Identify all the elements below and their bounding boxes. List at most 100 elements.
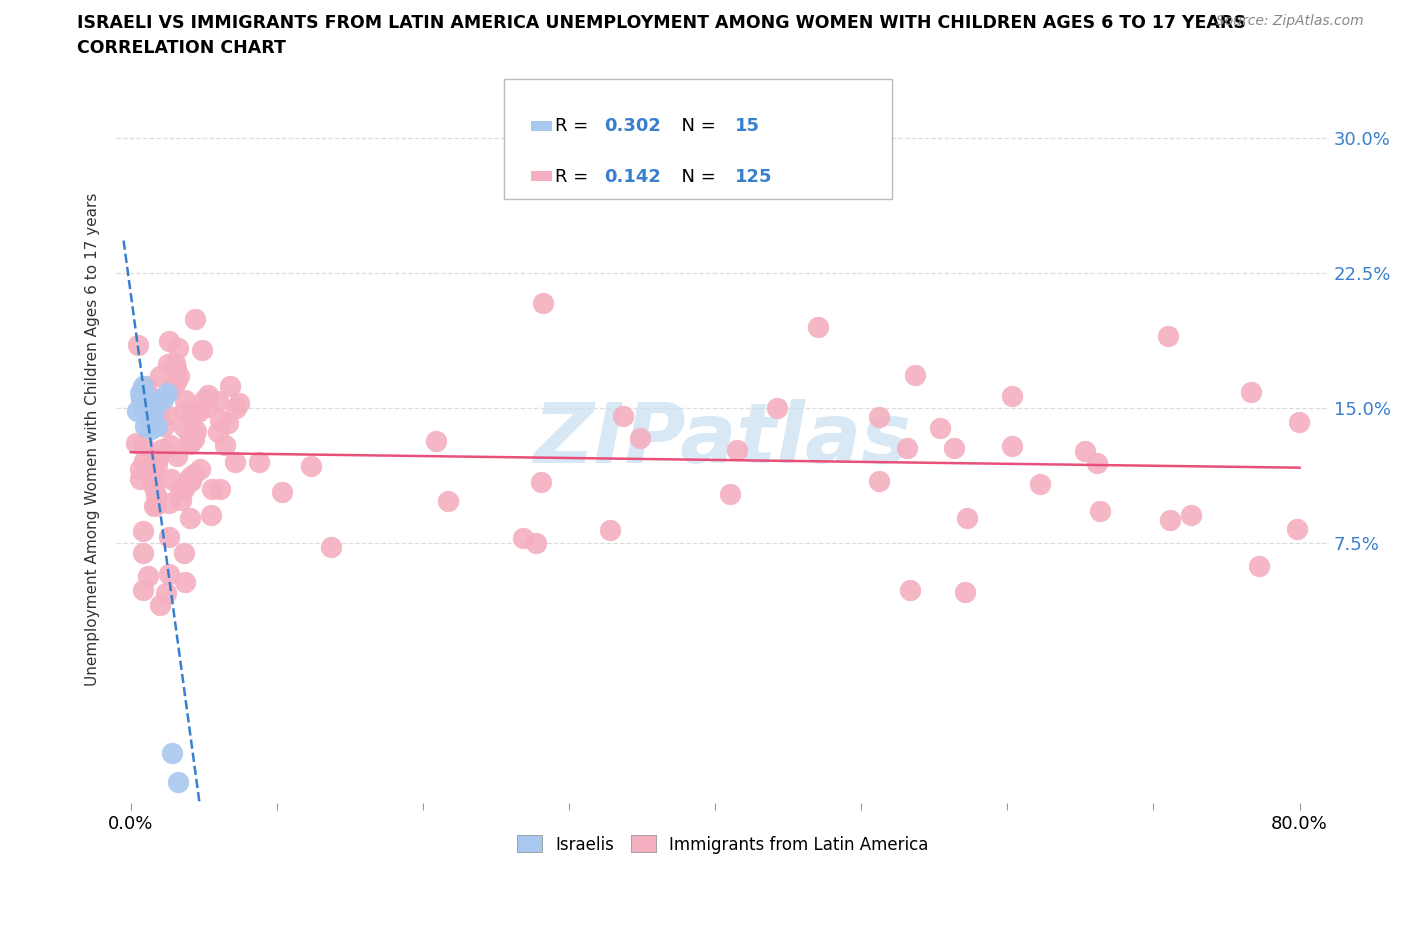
Point bbox=[132, 524, 155, 538]
Point bbox=[247, 455, 270, 470]
Text: 125: 125 bbox=[735, 167, 772, 186]
Point bbox=[898, 583, 921, 598]
Point bbox=[1288, 415, 1310, 430]
Point bbox=[134, 418, 156, 433]
Point bbox=[138, 462, 160, 477]
Point bbox=[943, 440, 966, 455]
Point bbox=[131, 379, 153, 393]
Point bbox=[531, 295, 554, 310]
Point bbox=[183, 432, 205, 446]
Point bbox=[174, 575, 197, 590]
Point bbox=[1074, 444, 1097, 458]
Point bbox=[157, 356, 180, 371]
Point bbox=[225, 401, 247, 416]
Point bbox=[153, 418, 176, 433]
Point bbox=[207, 424, 229, 439]
Y-axis label: Unemployment Among Women with Children Ages 6 to 17 years: Unemployment Among Women with Children A… bbox=[86, 193, 100, 686]
Point bbox=[145, 487, 167, 502]
Point bbox=[174, 392, 197, 407]
Text: R =: R = bbox=[555, 117, 595, 135]
Point bbox=[200, 508, 222, 523]
Point bbox=[145, 458, 167, 472]
Point bbox=[132, 401, 155, 416]
Point bbox=[191, 343, 214, 358]
Point bbox=[163, 355, 186, 370]
Point bbox=[1159, 512, 1181, 527]
Point bbox=[187, 405, 209, 419]
Point bbox=[160, 745, 183, 760]
Point bbox=[167, 340, 190, 355]
Point bbox=[139, 392, 162, 406]
Text: CORRELATION CHART: CORRELATION CHART bbox=[77, 39, 287, 57]
Point bbox=[193, 392, 215, 407]
Point bbox=[179, 432, 201, 447]
Point bbox=[896, 441, 918, 456]
Point bbox=[156, 386, 179, 401]
Point bbox=[868, 473, 890, 488]
Point bbox=[319, 539, 342, 554]
Point bbox=[160, 381, 183, 396]
Point bbox=[228, 396, 250, 411]
Point bbox=[127, 338, 149, 352]
Point bbox=[612, 408, 634, 423]
Point bbox=[1001, 388, 1024, 403]
Point bbox=[157, 496, 180, 511]
Text: ISRAELI VS IMMIGRANTS FROM LATIN AMERICA UNEMPLOYMENT AMONG WOMEN WITH CHILDREN : ISRAELI VS IMMIGRANTS FROM LATIN AMERICA… bbox=[77, 14, 1246, 32]
Point bbox=[209, 482, 232, 497]
Point bbox=[197, 387, 219, 402]
Text: 15: 15 bbox=[735, 117, 759, 135]
Point bbox=[1085, 456, 1108, 471]
Point bbox=[195, 399, 218, 414]
Point bbox=[143, 480, 166, 495]
Point bbox=[143, 498, 166, 513]
Point bbox=[1029, 476, 1052, 491]
FancyBboxPatch shape bbox=[531, 171, 553, 181]
Point bbox=[138, 459, 160, 474]
Point bbox=[529, 474, 551, 489]
Point bbox=[131, 437, 153, 452]
Point bbox=[165, 375, 187, 390]
Point bbox=[136, 409, 159, 424]
Point bbox=[179, 511, 201, 525]
Point bbox=[132, 545, 155, 560]
Point bbox=[224, 455, 246, 470]
Point bbox=[1157, 328, 1180, 343]
Point bbox=[159, 472, 181, 486]
Point bbox=[152, 392, 174, 406]
Point bbox=[956, 511, 979, 525]
Point bbox=[214, 438, 236, 453]
Point bbox=[134, 454, 156, 469]
Point bbox=[128, 461, 150, 476]
Point bbox=[1088, 504, 1111, 519]
Point bbox=[953, 585, 976, 600]
Point bbox=[157, 567, 180, 582]
Point bbox=[173, 419, 195, 434]
Point bbox=[599, 523, 621, 538]
Point bbox=[807, 319, 830, 334]
Point bbox=[139, 390, 162, 405]
Point bbox=[183, 405, 205, 420]
Point bbox=[148, 405, 170, 420]
Point bbox=[132, 582, 155, 597]
Point bbox=[157, 334, 180, 349]
Text: N =: N = bbox=[671, 117, 721, 135]
Point bbox=[180, 473, 202, 488]
Point bbox=[136, 568, 159, 583]
Point bbox=[1240, 385, 1263, 400]
Point bbox=[145, 498, 167, 512]
Point bbox=[135, 379, 157, 393]
Point bbox=[169, 369, 191, 384]
Point bbox=[217, 416, 239, 431]
Point bbox=[141, 458, 163, 472]
Point bbox=[150, 442, 173, 457]
Point bbox=[173, 404, 195, 418]
Point bbox=[155, 586, 177, 601]
Point bbox=[181, 426, 204, 441]
Point bbox=[929, 421, 952, 436]
Point bbox=[142, 464, 165, 479]
Point bbox=[143, 404, 166, 418]
Point bbox=[868, 410, 890, 425]
Point bbox=[219, 379, 242, 393]
Point bbox=[179, 470, 201, 485]
Point bbox=[1001, 439, 1024, 454]
